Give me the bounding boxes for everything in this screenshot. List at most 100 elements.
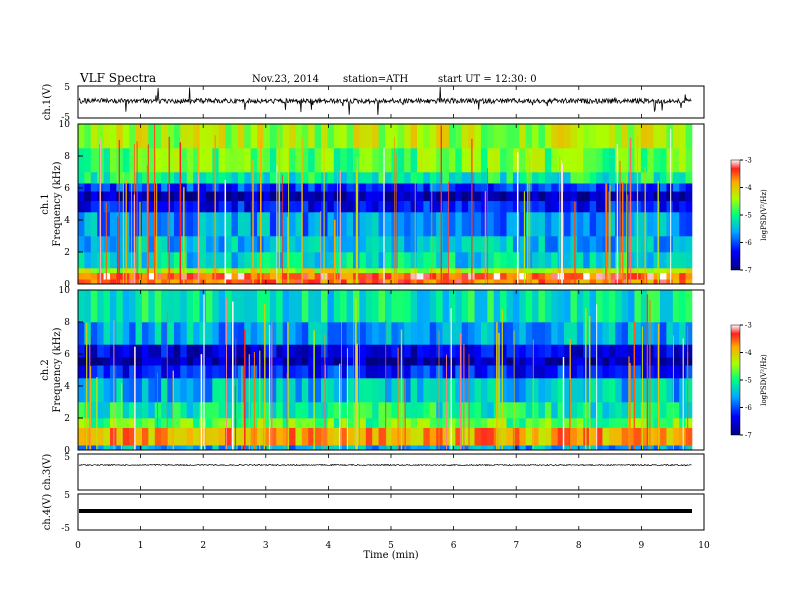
spectrogram-cell <box>295 344 303 358</box>
spectrogram-cell <box>410 402 418 419</box>
spectrogram-cell <box>161 344 168 358</box>
spectrogram-cell <box>551 272 558 280</box>
spectrogram-cell <box>448 252 456 269</box>
spectrogram-cell <box>429 183 437 192</box>
spectrogram-cell <box>109 418 117 428</box>
spectrogram-cell <box>199 418 207 428</box>
spectrogram-cell <box>621 191 629 202</box>
spectrogram-cell <box>640 236 648 253</box>
spectrogram-cell <box>404 183 411 192</box>
spectrogram-cell <box>314 365 322 379</box>
spectrogram-cell <box>90 365 98 379</box>
spectrogram-cell <box>596 322 603 345</box>
spectrogram-cell <box>436 445 443 451</box>
colorbar-tick-label: -7 <box>745 267 752 275</box>
spectrogram-cell <box>404 427 411 446</box>
spectrogram-cell <box>397 200 405 213</box>
spectrogram-cell <box>436 272 443 280</box>
spectrogram-cell <box>378 236 386 253</box>
spectrogram-cell <box>154 378 162 403</box>
spectrogram-cell <box>583 252 590 269</box>
spectrogram-cell <box>327 279 335 285</box>
spectrogram-cell <box>90 357 98 366</box>
spectrogram-cell <box>218 418 226 428</box>
spectrogram-cell <box>685 172 693 184</box>
spectrogram-cell <box>365 322 373 345</box>
spectrogram-cell <box>538 357 546 366</box>
spectrogram-cell <box>314 191 322 202</box>
spectrogram-cell <box>231 279 239 285</box>
spectrogram-cell <box>461 445 469 451</box>
spectrogram-cell <box>97 124 104 149</box>
spectrogram-cell <box>218 357 226 366</box>
spectrogram-cell <box>385 344 392 358</box>
spectrogram-cell <box>148 427 156 446</box>
spectrogram-cell <box>672 252 680 269</box>
spectrogram-cell <box>154 290 162 323</box>
spectrogram-cell <box>634 402 642 419</box>
spectrogram-cell <box>346 252 354 269</box>
spectrogram-cell <box>250 124 258 149</box>
spectrogram-cell <box>186 322 194 345</box>
spectrogram-cell <box>269 268 277 274</box>
spectrogram-cell <box>474 191 482 202</box>
spectrogram-cell <box>173 279 181 285</box>
spectrogram-cell <box>289 236 296 253</box>
spectrogram-cell <box>608 279 616 285</box>
spectrogram-cell <box>353 124 360 149</box>
spectrogram-cell <box>416 402 424 419</box>
spectrogram-cell <box>468 445 475 451</box>
spectrogram-cell <box>544 200 552 213</box>
spectrogram-cell <box>666 236 674 253</box>
spectrogram-cell <box>596 124 603 149</box>
spectrogram-cell <box>666 183 674 192</box>
colorbar-tick-label: -7 <box>745 432 752 440</box>
spectrogram-cell <box>218 445 226 451</box>
spectrogram-cell <box>397 272 405 280</box>
spectrogram-cell <box>589 268 597 274</box>
spectrogram-cell <box>180 445 188 451</box>
spectrogram-cell <box>506 191 514 202</box>
spectrogram-cell <box>660 212 667 237</box>
spectrogram-cell <box>474 322 482 345</box>
spectrogram-cell <box>493 252 501 269</box>
spectrogram-cell <box>193 191 200 202</box>
spectrogram-cell <box>461 378 469 403</box>
spectrogram-cell <box>314 200 322 213</box>
spectrogram-cell <box>109 290 117 323</box>
spectrogram-cell <box>314 183 322 192</box>
ch2-colorbar-label: logPSD(V²/Hz) <box>760 354 768 406</box>
spectrogram-cell <box>78 172 85 184</box>
spectrogram-cell <box>436 378 443 403</box>
spectrogram-cell <box>78 418 85 428</box>
spectrogram-cell <box>423 290 431 323</box>
spectrogram-cell <box>103 212 111 237</box>
spectrogram-cell <box>685 378 693 403</box>
spectrogram-cell <box>448 183 456 192</box>
spectrogram-cell <box>231 268 239 274</box>
spectrogram-cell <box>487 252 495 269</box>
spectrogram-cell <box>161 172 168 184</box>
spectrogram-cell <box>628 402 635 419</box>
spectrogram-cell <box>372 252 379 269</box>
spectrogram-cell <box>141 427 149 446</box>
spectrogram-cell <box>468 290 475 323</box>
spectrogram-cell <box>193 172 200 184</box>
spectrogram-cell <box>397 236 405 253</box>
spectrogram-cell <box>129 268 136 274</box>
spectrogram-cell <box>525 124 533 149</box>
spectrogram-cell <box>583 290 590 323</box>
spectrogram-cell <box>109 183 117 192</box>
spectrogram-cell <box>679 236 686 253</box>
spectrogram-cell <box>161 357 168 366</box>
spectrogram-cell <box>218 427 226 446</box>
spectrogram-cell <box>506 322 514 345</box>
spectrogram-cell <box>301 357 309 366</box>
spectrogram-cell <box>538 418 546 428</box>
spectrogram-cell <box>493 172 501 184</box>
spectrogram-cell <box>250 290 258 323</box>
spectrogram-cell <box>436 172 443 184</box>
spectrogram-cell <box>116 365 124 379</box>
spectrogram-cell <box>263 344 271 358</box>
spectrogram-cell <box>461 402 469 419</box>
